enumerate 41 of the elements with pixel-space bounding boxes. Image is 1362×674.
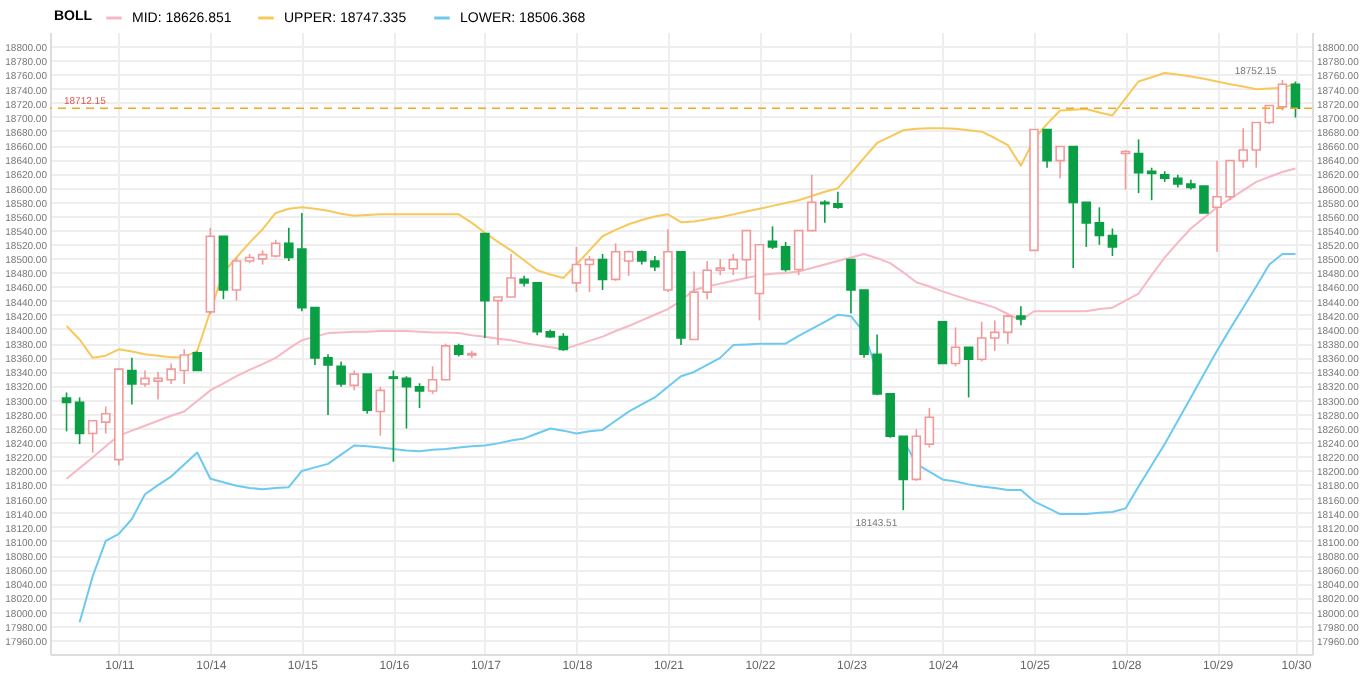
- candlestick: [623, 249, 634, 277]
- candlestick: [806, 173, 817, 232]
- candlestick: [349, 369, 359, 392]
- candlestick: [61, 391, 72, 433]
- candlestick: [362, 373, 373, 415]
- candlestick: [1016, 305, 1026, 327]
- candlestick: [388, 369, 399, 463]
- line-series: [65, 167, 1297, 480]
- candlestick: [192, 350, 203, 372]
- candlestick: [741, 229, 752, 280]
- candlestick: [793, 229, 804, 276]
- candlestick: [767, 225, 778, 250]
- candlestick: [924, 407, 935, 449]
- candlestick: [1042, 128, 1052, 169]
- candlestick: [127, 357, 137, 406]
- candlestick: [610, 242, 621, 282]
- candlestick: [597, 253, 608, 291]
- candlestick: [336, 360, 346, 388]
- candlestick: [1146, 166, 1157, 202]
- candlestick: [74, 396, 85, 445]
- candlestick: [950, 326, 961, 368]
- candlestick: [440, 342, 451, 381]
- candlestick: [1094, 206, 1105, 246]
- candlestick: [911, 428, 922, 482]
- candlestick: [937, 321, 948, 365]
- candlestick: [1133, 138, 1144, 194]
- candlestick: [1107, 227, 1118, 257]
- candlestick: [401, 375, 412, 430]
- candlestick: [1277, 79, 1288, 112]
- candlestick: [1055, 145, 1065, 180]
- candlestick: [963, 346, 974, 399]
- candlestick: [427, 365, 438, 395]
- candlestick: [87, 419, 98, 454]
- candlestick: [584, 255, 595, 293]
- candlestick: [976, 321, 987, 363]
- candlestick: [663, 228, 673, 293]
- candlestick: [414, 382, 425, 409]
- candlestick: [780, 241, 791, 273]
- candlestick: [231, 256, 242, 302]
- candlestick: [375, 386, 386, 437]
- candlestick: [571, 246, 582, 293]
